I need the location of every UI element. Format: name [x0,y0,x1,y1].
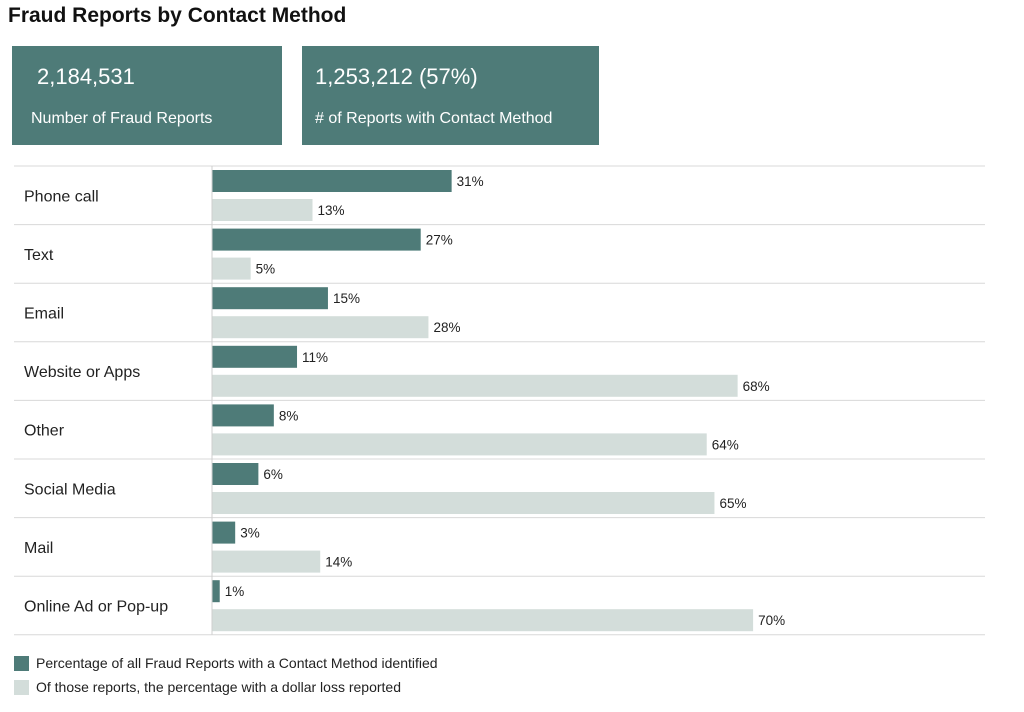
bar-primary-text [212,228,421,251]
contact-method-label: # of Reports with Contact Method [315,110,553,127]
category-label-mail: Mail [24,540,53,557]
data-label-secondary-email: 28% [433,320,460,335]
legend-label-primary: Percentage of all Fraud Reports with a C… [36,655,438,671]
data-label-primary-website-or-apps: 11% [302,350,328,365]
data-label-primary-mail: 3% [240,526,260,541]
bar-primary-phone-call [212,170,452,192]
bar-primary-website-or-apps [212,345,298,368]
total-reports-value: 2,184,531 [37,64,135,89]
bar-secondary-social-media [212,492,715,514]
data-label-secondary-phone-call: 13% [317,203,344,218]
data-label-secondary-social-media: 65% [719,496,746,511]
bar-secondary-online-ad-or-pop-up [212,609,754,632]
bar-primary-email [212,287,328,310]
contact-method-card: 1,253,212 (57%) # of Reports with Contac… [302,46,599,145]
bar-primary-other [212,404,274,427]
data-label-secondary-online-ad-or-pop-up: 70% [758,613,785,628]
bar-secondary-phone-call [212,199,313,221]
chart-title: Fraud Reports by Contact Method [8,4,347,27]
bar-secondary-email [212,316,429,339]
data-label-primary-online-ad-or-pop-up: 1% [225,584,245,599]
legend-swatch-primary [14,656,29,671]
bar-primary-mail [212,521,236,544]
legend-swatch-secondary [14,680,29,695]
category-label-email: Email [24,306,64,323]
data-label-primary-phone-call: 31% [457,174,484,189]
bar-secondary-text [212,257,251,280]
data-label-primary-other: 8% [279,408,299,423]
bar-secondary-other [212,433,707,456]
data-label-secondary-website-or-apps: 68% [743,379,770,394]
data-label-secondary-other: 64% [712,437,739,452]
data-label-secondary-text: 5% [256,262,276,277]
legend-label-secondary: Of those reports, the percentage with a … [36,679,401,695]
legend-item-all-reports: Percentage of all Fraud Reports with a C… [14,655,438,671]
category-label-website-or-apps: Website or Apps [24,364,140,381]
category-label-other: Other [24,423,65,440]
bar-primary-online-ad-or-pop-up [212,580,220,603]
bar-secondary-website-or-apps [212,374,738,397]
data-label-secondary-mail: 14% [325,555,352,570]
category-label-phone-call: Phone call [24,188,99,205]
category-label-social-media: Social Media [24,481,116,498]
contact-method-value: 1,253,212 (57%) [315,64,478,89]
data-label-primary-email: 15% [333,291,360,306]
legend-item-dollar-loss: Of those reports, the percentage with a … [14,679,401,695]
data-label-primary-text: 27% [426,233,453,248]
category-label-text: Text [24,247,54,264]
data-label-primary-social-media: 6% [263,467,283,482]
category-label-online-ad-or-pop-up: Online Ad or Pop-up [24,599,168,616]
total-reports-card: 2,184,531 Number of Fraud Reports [12,46,282,145]
bar-primary-social-media [212,463,259,485]
bar-secondary-mail [212,550,321,573]
total-reports-label: Number of Fraud Reports [31,110,213,127]
